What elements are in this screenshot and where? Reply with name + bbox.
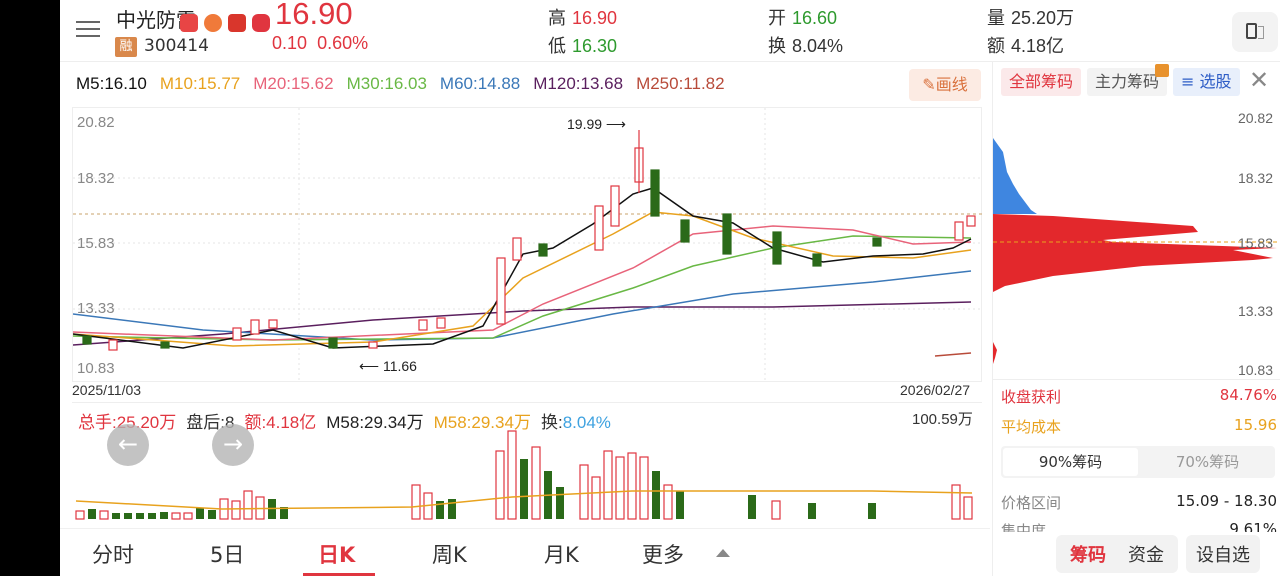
chips-button[interactable]: 筹码: [1070, 545, 1106, 566]
end-date: 2026/02/27: [900, 382, 971, 398]
chip-y-label: 20.82: [1237, 110, 1273, 126]
volume-amount: 额:4.18亿: [244, 413, 317, 432]
tab-monthly-k[interactable]: 月K: [544, 543, 579, 567]
volume-chart[interactable]: [72, 402, 982, 522]
quote-amount: 额 4.18亿: [987, 36, 1065, 56]
phone-rotate-icon: [1246, 23, 1257, 39]
app-badges: [180, 14, 270, 32]
ma20-label: M20:15.62: [253, 74, 334, 93]
stock-picker-button[interactable]: ≡ 选股: [1173, 68, 1240, 96]
change-percent: 0.60%: [317, 33, 369, 53]
active-tab-indicator: [303, 573, 375, 576]
chip-tabs: 全部筹码 主力筹码 ≡ 选股: [1001, 64, 1240, 96]
ma5-label: M5:16.10: [76, 74, 147, 93]
chip-y-label: 10.83: [1237, 362, 1273, 378]
volume-info: 总手:25.20万 盘后:8 额:4.18亿 M58:29.34万 M58:29…: [78, 408, 611, 433]
quote-low: 低 16.30: [548, 36, 618, 56]
chip-svg: [993, 138, 1277, 364]
chip-distribution-panel: 全部筹码 主力筹码 ≡ 选股 ✕ 20.82 18.32 15.83 13.33…: [992, 62, 1280, 576]
y-label: 10.83: [77, 360, 115, 377]
y-label: 20.82: [77, 114, 115, 131]
tab-intraday[interactable]: 分时: [92, 543, 134, 567]
vol-ma-black: M58:29.34万: [326, 413, 424, 432]
ma10-label: M10:15.77: [159, 74, 241, 93]
start-date: 2025/11/03: [72, 382, 142, 398]
chip-y-label: 13.33: [1237, 303, 1273, 319]
ma250-label: M250:11.82: [636, 74, 725, 93]
mascot-badge-icon: [204, 14, 222, 32]
vol-ma-orange: M58:29.34万: [433, 413, 531, 432]
tab-more[interactable]: 更多: [642, 543, 684, 567]
profit-row: 收盘获利 84.76%: [1001, 386, 1277, 406]
stock-code: 300414: [144, 36, 209, 56]
price-change: 0.10 0.60%: [272, 33, 368, 54]
chip-y-label: 18.32: [1237, 170, 1273, 186]
y-label: 15.83: [77, 235, 115, 252]
festival-badge-icon: [228, 14, 246, 32]
kline-svg: [73, 108, 983, 383]
avg-cost-row: 平均成本 15.96: [1001, 416, 1277, 436]
volume-max: 100.59万: [912, 411, 973, 428]
chip-percent-toggle: 90%筹码 70%筹码: [1001, 446, 1275, 478]
price-range-row: 价格区间 15.09 - 18.30: [1001, 492, 1277, 512]
change-value: 0.10: [272, 33, 308, 53]
caret-up-icon[interactable]: [716, 549, 730, 557]
tab-weekly-k[interactable]: 周K: [432, 543, 467, 567]
ma-legend: M5:16.10 M10:15.77 M20:15.62 M30:16.03 M…: [76, 74, 725, 94]
rotate-screen-button[interactable]: [1232, 12, 1278, 52]
volume-svg: [75, 430, 973, 520]
tab-5day[interactable]: 5日: [210, 543, 245, 567]
quote-high: 高 16.90: [548, 8, 618, 28]
toggle-70[interactable]: 70%筹码: [1175, 453, 1240, 471]
list-icon: ≡: [1181, 72, 1200, 91]
quote-turnover: 换 8.04%: [768, 36, 844, 56]
tab-main-chips[interactable]: 主力筹码: [1087, 64, 1170, 96]
ma60-label: M60:14.88: [439, 74, 521, 93]
bottom-actions: 筹码 资金 设自选: [1056, 535, 1260, 573]
pencil-icon: ✎: [922, 75, 936, 94]
prev-arrow-button[interactable]: ←: [107, 424, 149, 466]
draw-line-button[interactable]: ✎画线: [909, 69, 981, 101]
arrow-right-icon: →: [222, 430, 244, 458]
funds-button[interactable]: 资金: [1128, 545, 1164, 566]
current-price: 16.90: [275, 0, 353, 31]
y-label: 13.33: [77, 300, 115, 317]
margin-badge: 融: [115, 37, 137, 57]
ma30-label: M30:16.03: [346, 74, 427, 93]
close-icon[interactable]: ✕: [1249, 66, 1270, 94]
chip-chart: 20.82 18.32 15.83 13.33 10.83: [993, 102, 1280, 380]
next-arrow-button[interactable]: →: [212, 424, 254, 466]
menu-icon[interactable]: [76, 16, 102, 42]
vol-turnover: 换:8.04%: [540, 413, 611, 432]
ma120-label: M120:13.68: [533, 74, 624, 93]
total-volume: 总手:25.20万: [78, 413, 177, 432]
period-tabs: 分时 5日 日K 周K 月K 更多: [60, 528, 990, 576]
toggle-90[interactable]: 90%筹码: [1003, 448, 1138, 476]
y-label: 18.32: [77, 170, 115, 187]
arrow-left-icon: ←: [117, 430, 139, 458]
quote-volume: 量 25.20万: [987, 8, 1075, 28]
brand-badge-icon: [252, 14, 270, 32]
add-watchlist-button[interactable]: 设自选: [1186, 535, 1260, 573]
tab-daily-k[interactable]: 日K: [318, 543, 356, 567]
kline-chart[interactable]: 20.82 18.32 15.83 13.33 10.83 19.99 ⟶ ⟵ …: [72, 107, 983, 383]
app-badge-icon: [180, 14, 198, 32]
tab-all-chips[interactable]: 全部筹码: [1001, 68, 1082, 96]
lock-icon: [1155, 64, 1170, 77]
quote-open: 开 16.60: [768, 8, 838, 28]
low-annotation: ⟵ 11.66: [359, 358, 417, 374]
chip-y-label: 15.83: [1237, 235, 1273, 251]
concentration-row: 集中度 9.61%: [1001, 520, 1277, 532]
chip-fund-toggle: 筹码 资金: [1056, 535, 1178, 573]
high-annotation: 19.99 ⟶: [567, 116, 627, 132]
